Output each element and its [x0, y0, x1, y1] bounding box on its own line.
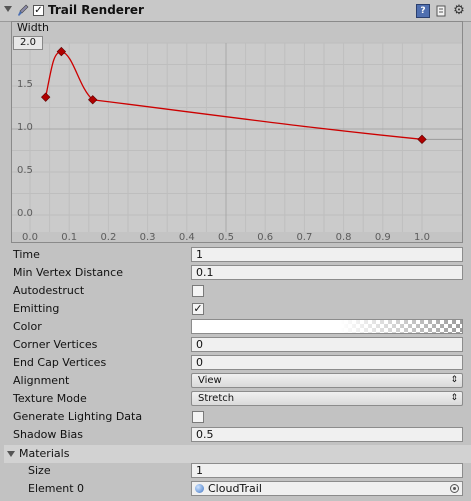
color-label: Color — [13, 320, 42, 333]
x-tick-label: 0.4 — [178, 232, 195, 243]
x-tick-label: 0.0 — [22, 232, 38, 243]
x-tick-label: 0.7 — [296, 232, 313, 243]
emitting-label: Emitting — [13, 302, 60, 315]
component-title: Trail Renderer — [48, 3, 144, 17]
corner-vertices-row: Corner Vertices 0 — [0, 336, 471, 354]
x-tick-label: 0.9 — [374, 232, 391, 243]
x-tick-label: 0.2 — [100, 232, 117, 243]
x-tick-label: 0.6 — [257, 232, 274, 243]
gear-icon[interactable]: ⚙ — [453, 3, 465, 18]
x-tick-label: 0.3 — [139, 232, 156, 243]
min-vertex-distance-label: Min Vertex Distance — [13, 266, 123, 279]
alignment-row: Alignment View ⇕ — [0, 372, 471, 390]
materials-element0-row: Element 0 CloudTrail — [0, 480, 471, 498]
materials-size-label: Size — [28, 464, 51, 477]
color-gradient-field[interactable] — [191, 319, 463, 334]
materials-foldout[interactable]: Materials — [4, 445, 471, 463]
color-row: Color — [0, 318, 471, 336]
plot-background — [12, 43, 462, 232]
generate-lighting-data-label: Generate Lighting Data — [13, 410, 143, 423]
materials-label: Materials — [19, 447, 70, 460]
y-tick-label: 1.0 — [17, 122, 33, 133]
curve-keyframe[interactable] — [41, 92, 51, 102]
y-tick-label: 0.0 — [17, 208, 33, 219]
end-cap-vertices-label: End Cap Vertices — [13, 356, 107, 369]
y-tick-label: 1.5 — [17, 79, 33, 90]
autodestruct-checkbox[interactable] — [192, 285, 204, 297]
material-icon — [195, 484, 204, 493]
component-enabled-checkbox[interactable]: ✓ — [33, 5, 44, 16]
time-row: Time 1 — [0, 246, 471, 264]
object-picker-icon[interactable] — [450, 484, 459, 493]
emitting-checkbox[interactable]: ✓ — [192, 302, 204, 315]
preset-icon[interactable] — [434, 4, 448, 18]
foldout-arrow-icon[interactable] — [7, 451, 15, 457]
alignment-value: View — [198, 375, 222, 386]
autodestruct-row: Autodestruct — [0, 282, 471, 300]
curve-keyframe[interactable] — [417, 134, 427, 144]
shadow-bias-field[interactable]: 0.5 — [191, 427, 463, 442]
emitting-row: Emitting ✓ — [0, 300, 471, 318]
alignment-dropdown[interactable]: View ⇕ — [191, 373, 463, 388]
end-cap-vertices-row: End Cap Vertices 0 — [0, 354, 471, 372]
component-header[interactable]: ✓ Trail Renderer ? ⚙ — [0, 0, 471, 22]
generate-lighting-data-row: Generate Lighting Data — [0, 408, 471, 426]
materials-element0-label: Element 0 — [28, 482, 85, 495]
width-curve-plot[interactable] — [0, 0, 471, 250]
curve-max-value-field[interactable]: 2.0 — [13, 36, 43, 50]
texture-mode-dropdown[interactable]: Stretch ⇕ — [191, 391, 463, 406]
min-vertex-distance-row: Min Vertex Distance 0.1 — [0, 264, 471, 282]
material-object-field[interactable]: CloudTrail — [191, 481, 463, 496]
autodestruct-label: Autodestruct — [13, 284, 85, 297]
x-tick-label: 0.5 — [218, 232, 234, 243]
material-name: CloudTrail — [208, 482, 262, 495]
curve-keyframe[interactable] — [56, 46, 67, 57]
x-tick-label: 1.0 — [414, 232, 430, 243]
collapse-arrow-icon[interactable] — [4, 6, 12, 12]
alignment-label: Alignment — [13, 374, 70, 387]
y-tick-label: 0.5 — [17, 165, 33, 176]
width-curve-label: Width — [17, 21, 49, 34]
dropdown-arrow-icon: ⇕ — [450, 393, 458, 403]
x-tick-label: 0.8 — [335, 232, 352, 243]
curve-keyframe[interactable] — [88, 95, 98, 105]
corner-vertices-field[interactable]: 0 — [191, 337, 463, 352]
generate-lighting-data-checkbox[interactable] — [192, 411, 204, 423]
texture-mode-row: Texture Mode Stretch ⇕ — [0, 390, 471, 408]
trail-renderer-icon — [18, 4, 29, 16]
end-cap-vertices-field[interactable]: 0 — [191, 355, 463, 370]
texture-mode-value: Stretch — [198, 393, 235, 404]
materials-size-field[interactable]: 1 — [191, 463, 463, 478]
texture-mode-label: Texture Mode — [13, 392, 87, 405]
dropdown-arrow-icon: ⇕ — [450, 375, 458, 385]
time-field[interactable]: 1 — [191, 247, 463, 262]
materials-size-row: Size 1 — [0, 462, 471, 480]
min-vertex-distance-field[interactable]: 0.1 — [191, 265, 463, 280]
x-tick-label: 0.1 — [61, 232, 78, 243]
help-icon[interactable]: ? — [416, 4, 430, 18]
shadow-bias-row: Shadow Bias 0.5 — [0, 426, 471, 444]
corner-vertices-label: Corner Vertices — [13, 338, 98, 351]
time-label: Time — [13, 248, 40, 261]
shadow-bias-label: Shadow Bias — [13, 428, 83, 441]
